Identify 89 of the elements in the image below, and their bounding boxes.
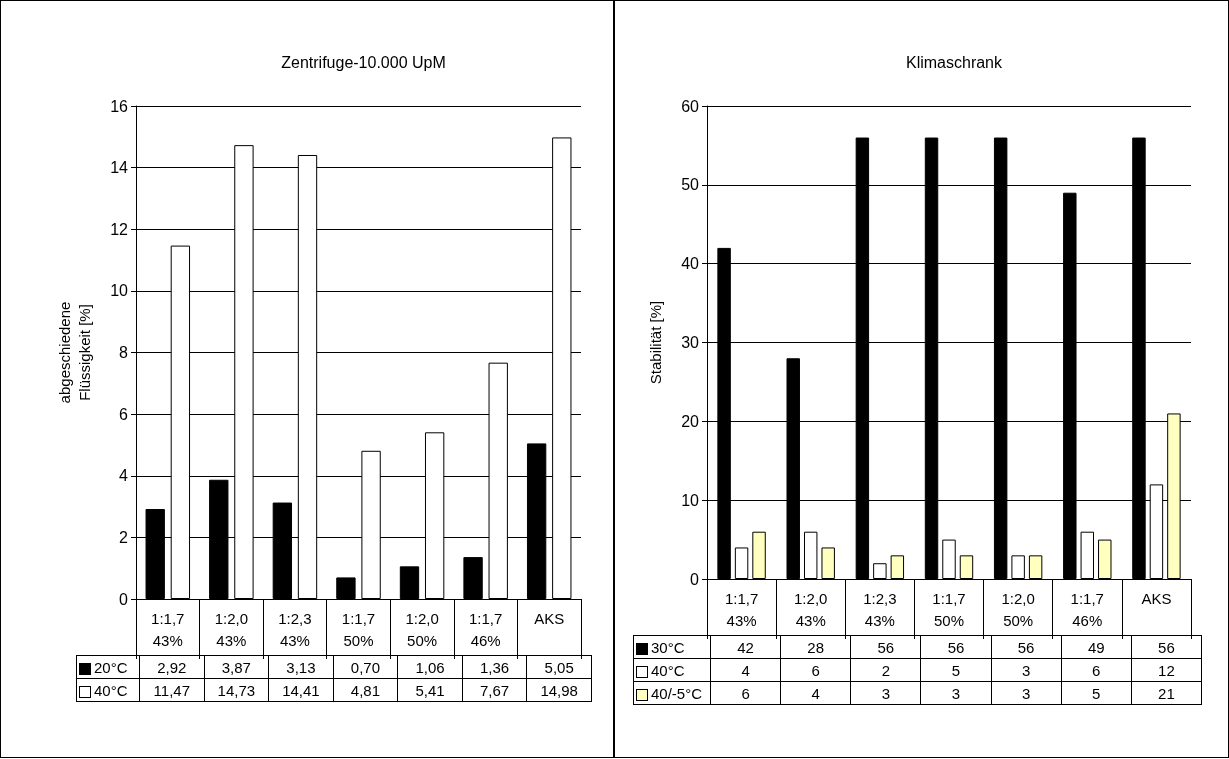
y-tick-label: 16: [110, 97, 129, 115]
data-label: 11,47: [139, 678, 205, 702]
y-tick-label: 20: [681, 412, 700, 430]
data-label: 3,87: [204, 655, 269, 679]
data-label: 56: [850, 635, 921, 659]
y-tick-label: 4: [119, 467, 129, 485]
x-tick-label: 1:1,7 50%: [932, 589, 966, 629]
data-label: 6: [780, 658, 851, 682]
data-label: 28: [780, 635, 851, 659]
bar: [1028, 555, 1043, 579]
bar: [1011, 555, 1025, 579]
data-label: 3: [850, 681, 921, 705]
x-tick-label: AKS: [534, 609, 565, 627]
bar: [803, 531, 818, 579]
y-tick-label: 50: [681, 176, 700, 194]
data-label: 49: [1061, 635, 1132, 659]
y-axis-title: Stabilität [%]: [646, 300, 664, 385]
data-label: 56: [1131, 635, 1202, 659]
bar: [1080, 531, 1095, 579]
data-label: 5,41: [397, 678, 463, 702]
data-label: 42: [710, 635, 781, 659]
data-label: 4: [780, 681, 851, 705]
data-label: 5: [1061, 681, 1132, 705]
legend-label: 30°C: [633, 635, 711, 659]
data-label: 1,06: [397, 655, 463, 679]
data-label: 4,81: [333, 678, 398, 702]
data-label: 21: [1131, 681, 1202, 705]
data-label: 3: [920, 681, 992, 705]
legend-label: 40°C: [76, 678, 140, 702]
bar: [399, 566, 420, 599]
legend-label: 20°C: [76, 655, 140, 679]
data-label: 2,92: [139, 655, 205, 679]
x-tick-label: 1:2,3 43%: [278, 609, 312, 649]
bar: [734, 547, 749, 579]
y-tick-label: 10: [681, 491, 700, 509]
bar: [942, 539, 956, 579]
data-label: 5,05: [526, 655, 592, 679]
chart-title: Zentrifuge-10.000 UpM: [281, 53, 446, 71]
x-tick-label: 1:1,7 46%: [1070, 589, 1104, 629]
data-label: 1,36: [462, 655, 527, 679]
data-label: 14,98: [526, 678, 592, 702]
y-tick-label: 2: [119, 528, 129, 546]
bar: [752, 531, 766, 579]
data-label: 2: [850, 658, 921, 682]
bar: [336, 577, 356, 599]
data-label: 56: [920, 635, 992, 659]
data-label: 6: [710, 681, 781, 705]
data-label: 0,70: [333, 655, 398, 679]
x-tick-label: 1:2,0 43%: [214, 609, 249, 649]
data-label: 14,41: [268, 678, 334, 702]
y-tick-label: 6: [119, 405, 129, 423]
y-axis-title: abgeschiedene Flüssigkeit [%]: [55, 301, 93, 404]
x-tick-label: 1:1,7 43%: [151, 609, 185, 649]
y-tick-label: 14: [110, 159, 129, 177]
data-label: 56: [991, 635, 1062, 659]
y-tick-label: 60: [681, 97, 700, 115]
bar: [821, 547, 835, 579]
data-label: 12: [1131, 658, 1202, 682]
bar: [959, 555, 974, 579]
y-tick-label: 0: [690, 570, 700, 588]
y-tick-label: 12: [110, 220, 129, 238]
y-tick-label: 40: [681, 255, 700, 273]
legend-label: 40/-5°C: [633, 681, 711, 705]
x-tick-label: 1:2,3 43%: [863, 589, 897, 629]
data-label: 3: [991, 681, 1062, 705]
data-label: 6: [1061, 658, 1132, 682]
data-label: 3,13: [268, 655, 334, 679]
bar: [1098, 539, 1112, 579]
x-tick-label: 1:2,0 43%: [794, 589, 828, 629]
x-tick-label: AKS: [1141, 589, 1172, 607]
x-tick-label: 1:1,7 46%: [468, 609, 503, 649]
x-tick-label: 1:1,7 43%: [724, 589, 759, 629]
bar: [890, 555, 905, 579]
data-label: 14,73: [204, 678, 269, 702]
x-tick-label: 1:2,0 50%: [405, 609, 439, 649]
data-label: 5: [920, 658, 992, 682]
y-tick-label: 8: [119, 344, 129, 361]
legend-label: 40°C: [633, 658, 711, 682]
data-label: 4: [710, 658, 781, 682]
y-tick-label: 0: [119, 590, 129, 608]
x-tick-label: 1:2,0 50%: [1001, 589, 1035, 629]
chart-title: Klimaschrank: [905, 53, 1004, 71]
bar: [873, 563, 887, 579]
x-tick-label: 1:1,7 50%: [341, 609, 376, 649]
data-label: 7,67: [462, 678, 527, 702]
data-label: 3: [991, 658, 1062, 682]
y-tick-label: 10: [110, 282, 129, 300]
y-tick-label: 30: [681, 334, 700, 351]
bar: [463, 557, 483, 599]
